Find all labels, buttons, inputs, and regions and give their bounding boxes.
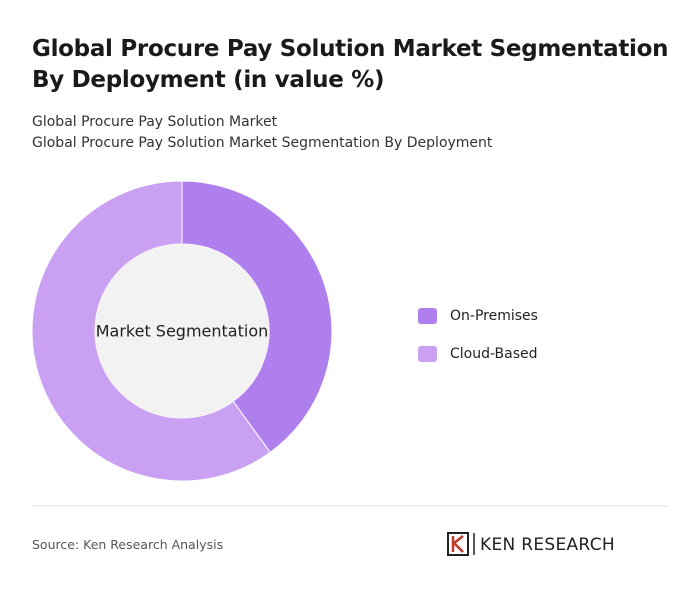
center-label: Market Segmentation	[96, 322, 269, 341]
donut-center	[95, 244, 269, 418]
logo-text: KEN RESEARCH	[480, 535, 615, 555]
logo-mark	[451, 535, 464, 553]
legend-label: On-Premises	[450, 308, 538, 324]
logo: KEN RESEARCH	[447, 532, 615, 556]
subtitle: Global Procure Pay Solution Market	[32, 114, 278, 130]
logo-icon	[447, 532, 469, 556]
legend-swatch	[418, 346, 437, 362]
subtitle: Global Procure Pay Solution Market Segme…	[32, 135, 493, 151]
source: Source: Ken Research Analysis	[32, 537, 224, 552]
chart-title: Global Procure Pay Solution Market Segme…	[32, 36, 669, 93]
legend-swatch	[418, 308, 437, 324]
legend-label: Cloud-Based	[450, 346, 538, 362]
